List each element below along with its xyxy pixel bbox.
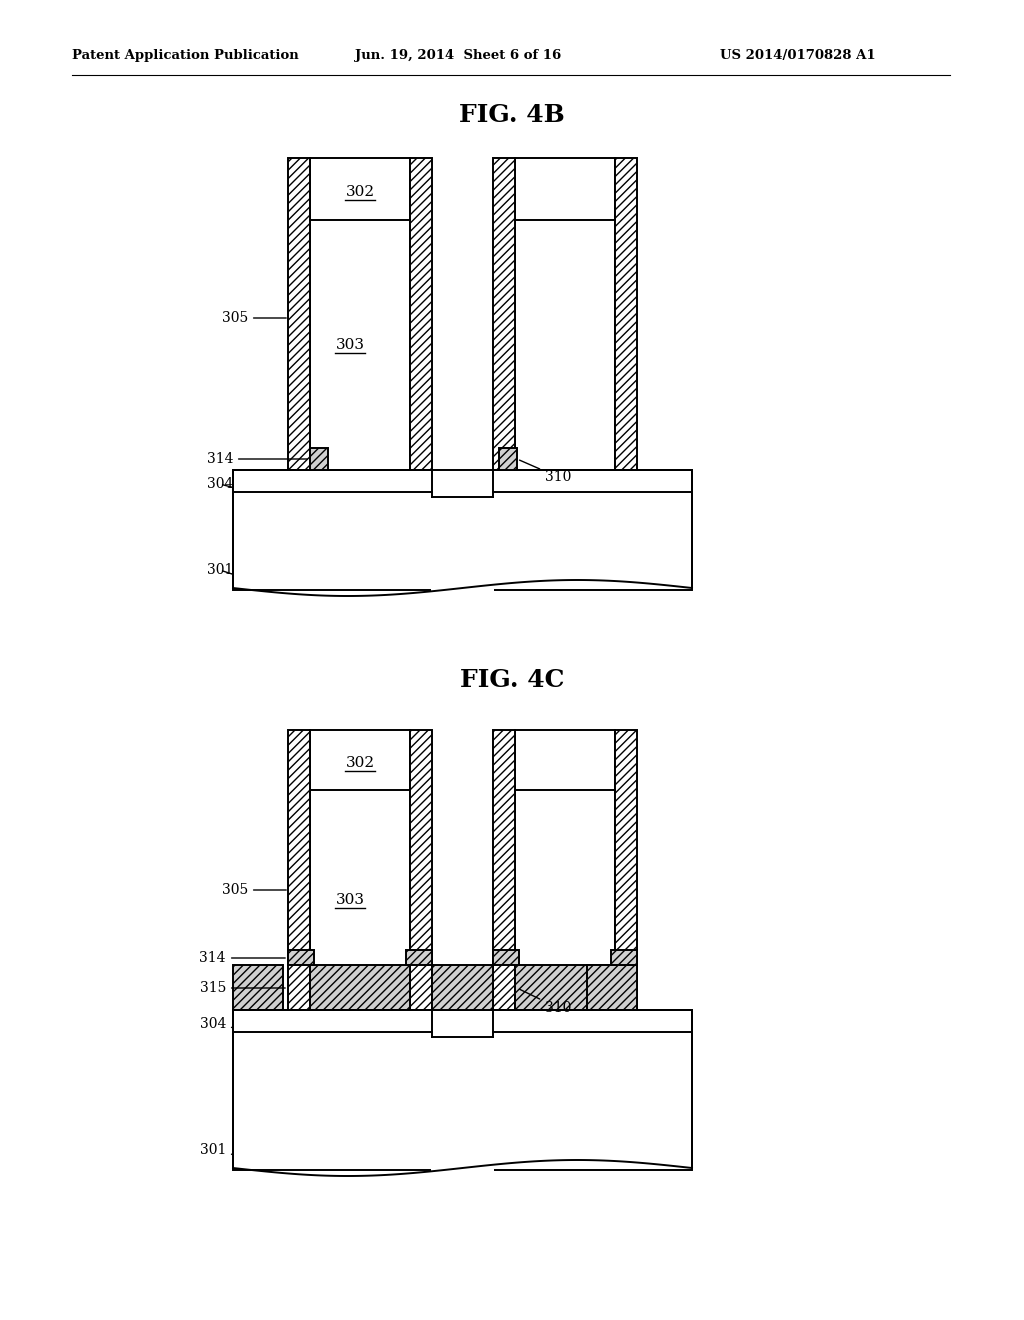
Text: FIG. 4C: FIG. 4C <box>460 668 564 692</box>
Text: FIG. 4B: FIG. 4B <box>459 103 565 127</box>
Bar <box>431 498 494 591</box>
Bar <box>615 730 637 1010</box>
Bar <box>310 730 410 1010</box>
Text: 305: 305 <box>222 883 287 898</box>
Text: US 2014/0170828 A1: US 2014/0170828 A1 <box>720 49 876 62</box>
Bar <box>233 1010 692 1170</box>
Text: 302: 302 <box>345 756 375 770</box>
Bar <box>499 447 517 470</box>
Bar <box>406 950 432 965</box>
Text: 301: 301 <box>200 1143 232 1158</box>
Bar <box>288 730 310 1010</box>
Text: 303: 303 <box>336 338 365 352</box>
Bar <box>310 447 328 470</box>
Text: 310: 310 <box>519 989 571 1015</box>
Bar <box>288 158 310 470</box>
Bar <box>410 158 432 470</box>
Bar <box>310 965 410 1010</box>
Bar <box>493 730 515 1010</box>
Bar <box>611 950 637 965</box>
Bar <box>515 158 615 470</box>
Text: 304: 304 <box>200 1016 232 1031</box>
Bar <box>233 470 692 590</box>
Text: 314: 314 <box>200 950 286 965</box>
Text: 301: 301 <box>207 564 233 577</box>
Text: 302: 302 <box>345 185 375 199</box>
Text: 303: 303 <box>336 894 365 907</box>
Text: 310: 310 <box>519 461 571 484</box>
Bar <box>515 730 615 1010</box>
Text: Jun. 19, 2014  Sheet 6 of 16: Jun. 19, 2014 Sheet 6 of 16 <box>355 49 561 62</box>
Bar <box>410 730 432 1010</box>
Bar <box>431 1038 494 1172</box>
Bar <box>515 965 615 1010</box>
Bar <box>233 965 283 1010</box>
Bar <box>432 965 493 1010</box>
Bar <box>310 158 410 470</box>
Text: 314: 314 <box>207 451 307 466</box>
Text: 305: 305 <box>222 312 287 325</box>
Text: 304: 304 <box>207 477 233 491</box>
Text: 315: 315 <box>200 981 286 995</box>
Bar <box>493 950 519 965</box>
Bar <box>615 158 637 470</box>
Bar <box>288 950 314 965</box>
Bar <box>587 965 637 1010</box>
Bar <box>493 158 515 470</box>
Text: Patent Application Publication: Patent Application Publication <box>72 49 299 62</box>
